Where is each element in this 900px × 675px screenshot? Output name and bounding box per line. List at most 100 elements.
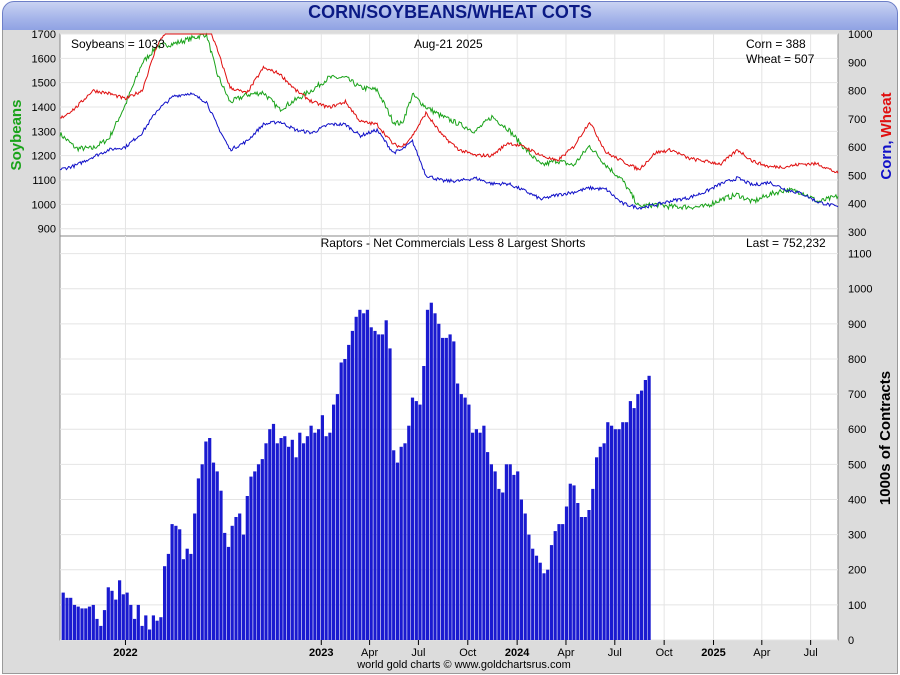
corn-wheat-axis-title: Corn, Wheat (878, 92, 895, 179)
raptors-bar (208, 438, 212, 640)
raptors-bar (365, 309, 369, 640)
contracts-tick-label: 1000 (848, 284, 872, 296)
corn-wheat-tick-label: 700 (848, 114, 866, 126)
raptors-bar (102, 610, 107, 640)
date-tick-label: Oct (656, 647, 673, 659)
raptors-bar (189, 553, 193, 640)
raptors-bar (621, 422, 625, 640)
corn-wheat-tick-label: 400 (848, 199, 866, 211)
raptors-bar (373, 330, 377, 640)
raptors-bar (501, 492, 505, 640)
raptors-bar (61, 592, 65, 640)
soybeans-tick-label: 1100 (32, 175, 56, 187)
raptors-bar (159, 617, 163, 640)
raptors-bar (636, 394, 640, 640)
raptors-bar (377, 334, 381, 640)
raptors-bar (155, 620, 159, 640)
raptors-bar (226, 546, 231, 640)
corn-wheat-axis-ticks: 300 400 500 600 700 800 900 1000 (848, 29, 872, 239)
raptors-bar (241, 534, 246, 640)
raptors-bar (193, 513, 197, 640)
contracts-tick-label: 200 (848, 565, 866, 577)
raptors-bar (133, 618, 137, 640)
raptors-bar (174, 525, 178, 640)
raptors-bar (332, 404, 336, 640)
raptors-bars (61, 302, 651, 640)
date-tick-label: 2024 (505, 647, 530, 659)
raptors-bar (219, 490, 223, 640)
raptors-bar (437, 323, 441, 640)
soybeans-axis-ticks: 900 1000 1100 1200 1300 1400 1500 1600 1700 (32, 29, 56, 236)
contracts-tick-label: 100 (848, 600, 866, 612)
raptors-bar (444, 337, 448, 640)
raptors-bar (283, 436, 287, 640)
raptors-bar (441, 337, 445, 640)
contracts-axis-title: 1000s of Contracts (877, 371, 894, 505)
raptors-bar (69, 597, 73, 640)
corn-wheat-tick-label: 1000 (848, 29, 872, 41)
raptors-bar (290, 439, 294, 640)
raptors-bar (84, 608, 88, 640)
raptors-bar (587, 510, 591, 640)
raptors-bar (425, 309, 430, 640)
contracts-tick-label: 700 (848, 389, 866, 401)
raptors-bar (628, 401, 632, 640)
raptors-bar (339, 362, 343, 640)
raptors-bar (223, 532, 227, 640)
date-tick-label: 2025 (701, 647, 725, 659)
raptors-bar (196, 478, 200, 640)
corn-value-label: Corn = 388 (746, 37, 806, 51)
raptors-bar (482, 425, 486, 640)
date-axis-ticks: 2022 2023 Apr Jul Oct 2024 Apr Jul Oct 2025 Apr Jul (113, 640, 818, 659)
raptors-bar (534, 555, 539, 640)
raptors-bar (384, 320, 388, 640)
soybeans-axis-title: Soybeans (8, 100, 25, 171)
raptors-bar (144, 615, 148, 640)
raptors-bar (99, 625, 103, 640)
raptors-bar (647, 375, 651, 640)
raptors-bar (80, 608, 84, 640)
raptors-bar (602, 443, 606, 640)
soybeans-tick-label: 1400 (32, 102, 56, 114)
raptors-bar (572, 485, 576, 640)
corn-wheat-tick-label: 500 (848, 170, 866, 182)
raptors-bar (395, 462, 400, 640)
raptors-bar (407, 425, 411, 640)
raptors-bar (200, 464, 204, 640)
raptors-bar (579, 517, 584, 640)
raptors-bar (320, 415, 324, 640)
raptors-bar (512, 474, 516, 640)
raptors-bar (617, 429, 621, 640)
raptors-bar (463, 397, 467, 640)
raptors-bar (546, 569, 550, 640)
date-tick-label: Jul (804, 647, 818, 659)
date-label: Aug-21 2025 (414, 37, 483, 51)
raptors-bar (557, 524, 561, 640)
raptors-bar (516, 471, 520, 640)
raptors-bar (418, 404, 422, 640)
raptors-bar (595, 457, 599, 640)
soybeans-tick-label: 1500 (32, 78, 56, 90)
corn-wheat-tick-label: 600 (848, 142, 866, 154)
raptors-bar (568, 483, 572, 640)
raptors-bar (591, 488, 595, 640)
raptors-bar (606, 422, 610, 640)
raptors-bar (448, 334, 452, 640)
corn-wheat-tick-label: 800 (848, 86, 866, 98)
raptors-bar (452, 341, 456, 640)
raptors-bar (245, 496, 249, 640)
contracts-tick-label: 800 (848, 354, 866, 366)
raptors-bar (76, 606, 80, 640)
raptors-bar (91, 604, 95, 640)
contracts-tick-label: 900 (848, 319, 866, 331)
raptors-bar (114, 599, 118, 640)
raptors-bar (493, 471, 497, 640)
raptors-bar (181, 559, 185, 640)
raptors-bar (392, 450, 396, 640)
raptors-bar (335, 394, 339, 640)
raptors-bar (106, 587, 110, 640)
raptors-bar (399, 446, 403, 640)
raptors-bar (350, 330, 354, 640)
raptors-bar (598, 446, 602, 640)
raptors-bar (302, 443, 306, 640)
